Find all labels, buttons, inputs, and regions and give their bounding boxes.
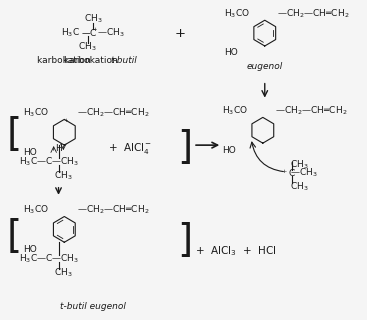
Text: karbokation: karbokation [37,56,93,65]
Text: CH$_3$: CH$_3$ [78,41,97,53]
Text: HO: HO [224,48,238,57]
Text: —CH$_3$: —CH$_3$ [290,167,317,179]
Text: H$_3$C—C—CH$_3$: H$_3$C—C—CH$_3$ [19,156,79,168]
Text: H$_3$CO: H$_3$CO [224,7,250,20]
Text: —CH$_2$—CH═CH$_2$: —CH$_2$—CH═CH$_2$ [77,203,149,216]
Text: +  AlCl$_3$  +  HCl: + AlCl$_3$ + HCl [195,244,276,258]
Text: karbokation: karbokation [64,56,121,65]
Text: —C: —C [82,28,97,38]
Text: eugenol: eugenol [247,62,283,71]
Text: $^+$: $^+$ [91,27,98,36]
Text: karbokation: karbokation [37,56,93,65]
Text: CH$_3$: CH$_3$ [54,267,72,279]
Text: —CH$_2$—CH═CH$_2$: —CH$_2$—CH═CH$_2$ [275,104,348,117]
Text: HO: HO [23,245,36,254]
Text: H$_3$CO: H$_3$CO [23,203,48,216]
Text: $^+$: $^+$ [62,118,69,127]
Text: H$_3$C—C—CH$_3$: H$_3$C—C—CH$_3$ [19,253,79,265]
Text: —CH$_3$: —CH$_3$ [97,27,125,39]
Text: t-butil eugenol: t-butil eugenol [61,302,126,311]
Text: +: + [175,27,186,40]
Text: ]: ] [178,222,193,260]
Text: H$_3$CO: H$_3$CO [222,104,248,117]
Text: H: H [55,144,62,153]
Text: CH$_3$: CH$_3$ [54,170,72,182]
Text: HO: HO [222,146,236,155]
Text: CH$_3$: CH$_3$ [84,13,103,26]
Text: H$_3$CO: H$_3$CO [23,106,48,119]
Text: CH$_3$: CH$_3$ [290,159,309,171]
Text: HO: HO [23,148,36,156]
Text: t-butil: t-butil [111,56,138,65]
Text: [: [ [6,218,22,256]
Text: CH$_3$: CH$_3$ [290,180,309,193]
Text: $^+$C: $^+$C [280,167,296,179]
Text: H$_3$C: H$_3$C [61,27,80,39]
Text: [: [ [6,116,22,154]
Text: +  AlCl$_4^-$: + AlCl$_4^-$ [108,140,152,156]
Text: ]: ] [178,129,193,167]
Text: —CH$_2$—CH═CH$_2$: —CH$_2$—CH═CH$_2$ [277,7,350,20]
Text: —CH$_2$—CH═CH$_2$: —CH$_2$—CH═CH$_2$ [77,106,149,119]
